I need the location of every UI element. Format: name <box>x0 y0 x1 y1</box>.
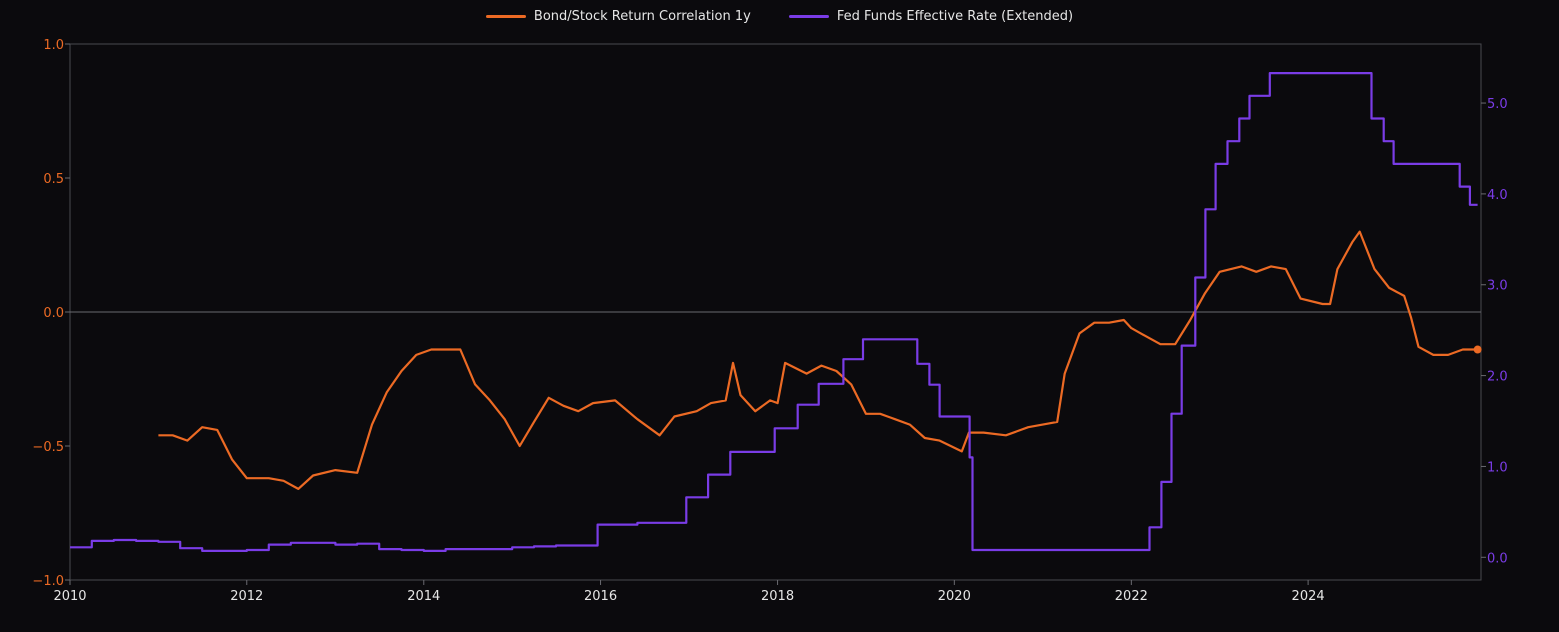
right-axis-tick-label: 3.0 <box>1487 279 1508 294</box>
series-line-correlation <box>158 230 1478 490</box>
x-axis-tick-label: 2016 <box>584 589 617 604</box>
left-axis-tick-label: 0.0 <box>43 306 64 321</box>
right-axis-tick-label: 5.0 <box>1487 97 1508 112</box>
legend-item-fed-funds: Fed Funds Effective Rate (Extended) <box>788 9 1074 24</box>
x-axis-tick-label: 2018 <box>761 589 794 604</box>
legend-label-correlation: Bond/Stock Return Correlation 1y <box>533 9 751 24</box>
left-axis-tick-label: 1.0 <box>43 38 64 53</box>
series-line-fed-funds <box>70 72 1478 552</box>
right-axis-tick-label: 0.0 <box>1487 551 1508 566</box>
x-axis-tick-label: 2024 <box>1292 589 1325 604</box>
x-axis-tick-label: 2022 <box>1115 589 1148 604</box>
chart-legend: Bond/Stock Return Correlation 1y Fed Fun… <box>0 9 1559 24</box>
series-end-marker <box>1473 345 1482 354</box>
legend-label-fed-funds: Fed Funds Effective Rate (Extended) <box>836 9 1074 24</box>
legend-swatch-correlation <box>485 15 526 18</box>
legend-item-correlation: Bond/Stock Return Correlation 1y <box>485 9 751 24</box>
left-axis-tick-label: 0.5 <box>43 172 64 187</box>
right-axis-tick-label: 1.0 <box>1487 460 1508 475</box>
x-axis-tick-label: 2012 <box>230 589 263 604</box>
x-axis-tick-label: 2010 <box>53 589 86 604</box>
left-axis-tick-label: −0.5 <box>32 440 64 455</box>
x-axis-tick-label: 2020 <box>938 589 971 604</box>
x-axis-tick-label: 2014 <box>407 589 440 604</box>
left-axis-tick-label: −1.0 <box>32 574 64 589</box>
right-axis-tick-label: 4.0 <box>1487 188 1508 203</box>
right-axis-tick-label: 2.0 <box>1487 370 1508 385</box>
legend-swatch-fed-funds <box>788 15 829 18</box>
